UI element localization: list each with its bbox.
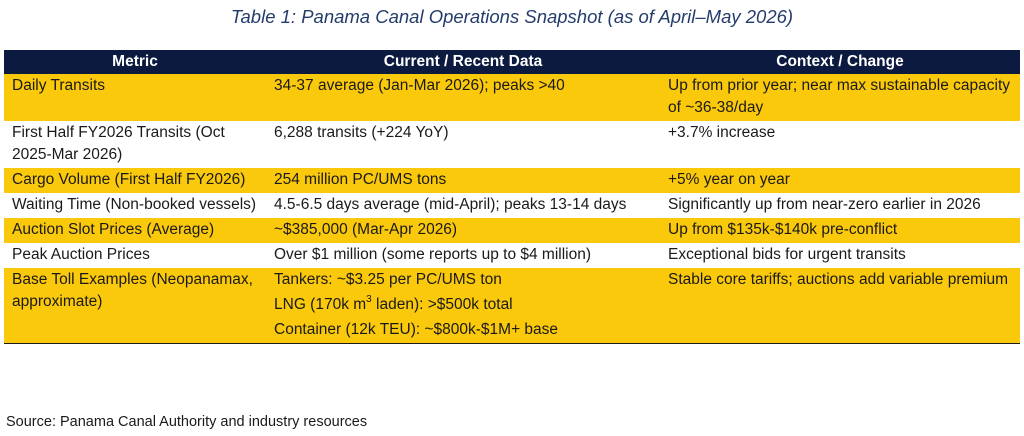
data-cell: Tankers: ~$3.25 per PC/UMS ton LNG (170k…: [266, 268, 660, 344]
metric-cell: Cargo Volume (First Half FY2026): [4, 168, 266, 193]
operations-table: Metric Current / Recent Data Context / C…: [4, 50, 1020, 344]
column-header-context: Context / Change: [660, 50, 1020, 74]
data-cell: ~$385,000 (Mar-Apr 2026): [266, 218, 660, 243]
table-row: Auction Slot Prices (Average) ~$385,000 …: [4, 218, 1020, 243]
column-header-current-data: Current / Recent Data: [266, 50, 660, 74]
metric-cell: First Half FY2026 Transits (Oct 2025-Mar…: [4, 121, 266, 168]
table-row: Cargo Volume (First Half FY2026) 254 mil…: [4, 168, 1020, 193]
context-cell: Stable core tariffs; auctions add variab…: [660, 268, 1020, 344]
lng-toll-prefix: LNG (170k m: [274, 296, 367, 313]
tankers-toll-line: Tankers: ~$3.25 per PC/UMS ton: [274, 271, 502, 288]
table-row-toll-examples: Base Toll Examples (Neopanamax, approxim…: [4, 268, 1020, 344]
metric-cell: Waiting Time (Non-booked vessels): [4, 193, 266, 218]
context-cell: +3.7% increase: [660, 121, 1020, 168]
metric-cell: Base Toll Examples (Neopanamax, approxim…: [4, 268, 266, 344]
table-row: First Half FY2026 Transits (Oct 2025-Mar…: [4, 121, 1020, 168]
table-row: Daily Transits 34-37 average (Jan-Mar 20…: [4, 74, 1020, 121]
column-header-metric: Metric: [4, 50, 266, 74]
context-cell: Significantly up from near-zero earlier …: [660, 193, 1020, 218]
data-cell: 34-37 average (Jan-Mar 2026); peaks >40: [266, 74, 660, 121]
context-cell: +5% year on year: [660, 168, 1020, 193]
metric-cell: Daily Transits: [4, 74, 266, 121]
lng-toll-line: LNG (170k m3 laden): >$500k total: [274, 294, 654, 316]
data-cell: 6,288 transits (+224 YoY): [266, 121, 660, 168]
source-note: Source: Panama Canal Authority and indus…: [6, 414, 368, 430]
context-cell: Up from prior year; near max sustainable…: [660, 74, 1020, 121]
data-cell: 4.5-6.5 days average (mid-April); peaks …: [266, 193, 660, 218]
context-cell: Up from $135k-$140k pre-conflict: [660, 218, 1020, 243]
lng-toll-suffix: laden): >$500k total: [371, 296, 513, 313]
table-caption: Table 1: Panama Canal Operations Snapsho…: [230, 6, 794, 27]
metric-cell: Peak Auction Prices: [4, 243, 266, 268]
table-row: Waiting Time (Non-booked vessels) 4.5-6.…: [4, 193, 1020, 218]
header-row: Metric Current / Recent Data Context / C…: [4, 50, 1020, 74]
metric-cell: Auction Slot Prices (Average): [4, 218, 266, 243]
table-row: Peak Auction Prices Over $1 million (som…: [4, 243, 1020, 268]
data-cell: Over $1 million (some reports up to $4 m…: [266, 243, 660, 268]
container-toll-line: Container (12k TEU): ~$800k-$1M+ base: [274, 321, 559, 338]
context-cell: Exceptional bids for urgent transits: [660, 243, 1020, 268]
data-cell: 254 million PC/UMS tons: [266, 168, 660, 193]
lng-toll-superscript: 3: [366, 293, 372, 305]
